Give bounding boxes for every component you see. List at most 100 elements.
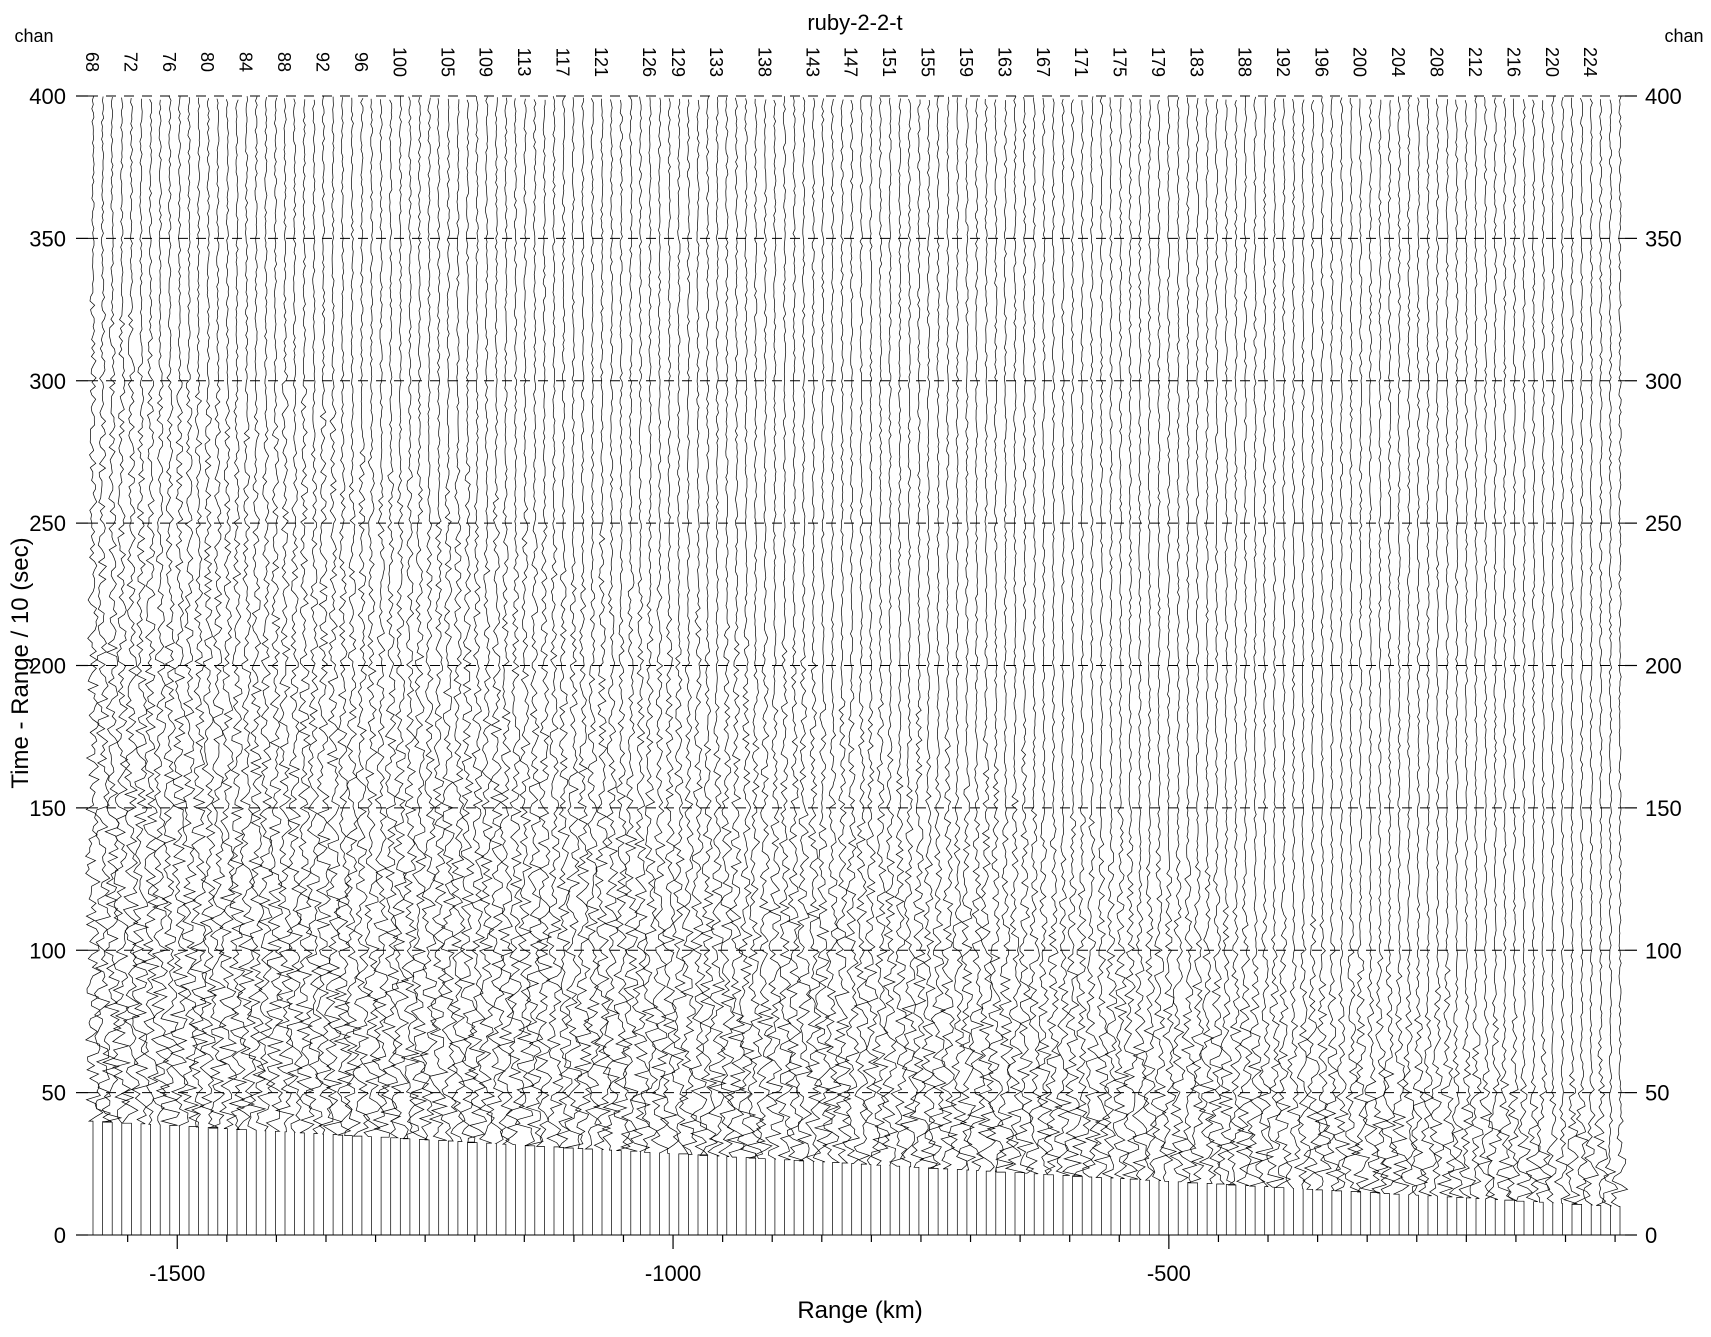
seismic-trace (1112, 97, 1131, 1235)
seismic-trace (449, 99, 468, 1235)
seismic-trace (880, 97, 899, 1235)
seismic-trace (1507, 98, 1521, 1235)
seismic-trace (1226, 99, 1245, 1235)
seismic-trace (1322, 96, 1342, 1235)
seismic-trace (1477, 96, 1496, 1235)
seismic-trace (755, 99, 774, 1235)
seismic-trace (1216, 99, 1236, 1235)
seismic-trace (1571, 97, 1591, 1235)
seismic-trace (418, 97, 439, 1235)
seismic-trace (1515, 99, 1533, 1235)
seismic-trace (1121, 98, 1140, 1235)
channel-label: 196 (1311, 47, 1331, 77)
seismic-trace (985, 99, 1004, 1235)
seismic-trace (1390, 96, 1410, 1235)
seismic-trace (525, 99, 544, 1235)
channel-label: 138 (754, 47, 774, 77)
seismic-trace (746, 98, 766, 1235)
seismic-trace (563, 97, 584, 1235)
seismic-trace (1380, 100, 1399, 1235)
seismic-trace (737, 98, 757, 1235)
axes: 0 0 50 50 100 100 150 150 200 200 250 250 300 300 350 3… (29, 84, 1681, 1286)
y-tick-label-left: 0 (54, 1223, 66, 1248)
y-tick-label-left: 300 (29, 369, 66, 394)
seismic-trace (1082, 96, 1101, 1235)
seismic-trace (1072, 100, 1093, 1235)
seismic-trace (805, 97, 823, 1235)
y-gridlines (88, 95, 1625, 1236)
seismic-trace (1350, 98, 1371, 1235)
seismic-trace (1458, 100, 1477, 1235)
seismic-trace (514, 98, 535, 1235)
seismic-trace (1178, 97, 1198, 1235)
seismic-trace (477, 96, 496, 1235)
seismic-trace (84, 95, 104, 1235)
seismic-trace (659, 98, 680, 1235)
channel-label: 151 (879, 47, 899, 77)
seismic-trace (1593, 99, 1609, 1235)
seismic-trace (1062, 99, 1083, 1235)
channel-label: 224 (1580, 47, 1600, 77)
seismic-trace (295, 99, 315, 1235)
y-tick-label-left: 100 (29, 938, 66, 963)
seismic-trace (380, 99, 402, 1235)
seismic-trace (1198, 98, 1217, 1235)
seismic-trace (265, 97, 285, 1235)
seismic-trace (1582, 98, 1599, 1235)
seismic-trace (975, 98, 996, 1235)
seismic-trace (101, 97, 123, 1235)
seismic-trace (1169, 96, 1189, 1235)
seismic-trace (1255, 97, 1275, 1235)
seismic-trace (842, 99, 861, 1235)
seismic-trace (1274, 98, 1292, 1235)
seismic-trace (505, 98, 526, 1235)
y-tick-label-left: 150 (29, 796, 66, 821)
seismic-trace (718, 97, 737, 1235)
seismic-trace (937, 96, 959, 1235)
seismic-trace (1014, 96, 1035, 1235)
seismic-trace (1149, 99, 1168, 1235)
seismic-trace (573, 97, 593, 1235)
seismic-trace (1610, 95, 1629, 1235)
channel-label: 121 (591, 47, 611, 77)
seismic-trace (1496, 97, 1515, 1235)
seismic-trace (1562, 97, 1581, 1235)
seismic-trace (909, 99, 929, 1235)
x-tick-label: -1500 (149, 1261, 205, 1286)
channel-label: 212 (1465, 47, 1485, 77)
seismic-trace (208, 98, 228, 1235)
seismic-trace (1207, 99, 1226, 1235)
channel-label: 92 (313, 52, 333, 72)
seismic-trace (1302, 100, 1322, 1235)
seismic-trace (1544, 96, 1558, 1235)
seismic-trace (688, 99, 709, 1235)
seismic-trace (1160, 96, 1178, 1235)
seismic-trace (111, 97, 131, 1235)
seismic-trace (1285, 99, 1301, 1235)
seismic-trace (160, 95, 181, 1235)
seismic-trace (1091, 96, 1112, 1235)
channel-label: 159 (956, 47, 976, 77)
seismic-trace (871, 97, 891, 1235)
seismic-trace (305, 99, 324, 1235)
channel-label: 204 (1388, 47, 1408, 77)
x-tick-label: -500 (1147, 1261, 1191, 1286)
seismic-trace (583, 98, 602, 1235)
y-tick-label-right: 0 (1645, 1223, 1657, 1248)
channel-label: 171 (1071, 47, 1091, 77)
channel-label: 155 (918, 47, 938, 77)
channel-label: 200 (1350, 47, 1370, 77)
seismic-trace (1601, 99, 1619, 1235)
seismic-trace (199, 98, 219, 1235)
y-tick-label-right: 50 (1645, 1081, 1669, 1106)
seismic-trace (620, 96, 639, 1235)
seismic-trace (707, 96, 727, 1235)
channel-label: 167 (1033, 47, 1053, 77)
seismic-trace (1553, 96, 1571, 1235)
channel-label: 88 (274, 52, 294, 72)
channel-label: 117 (553, 48, 573, 77)
seismic-trace (428, 98, 449, 1235)
seismic-trace (888, 98, 910, 1235)
chan-label-right: chan (1664, 26, 1703, 46)
seismic-trace (928, 96, 947, 1235)
